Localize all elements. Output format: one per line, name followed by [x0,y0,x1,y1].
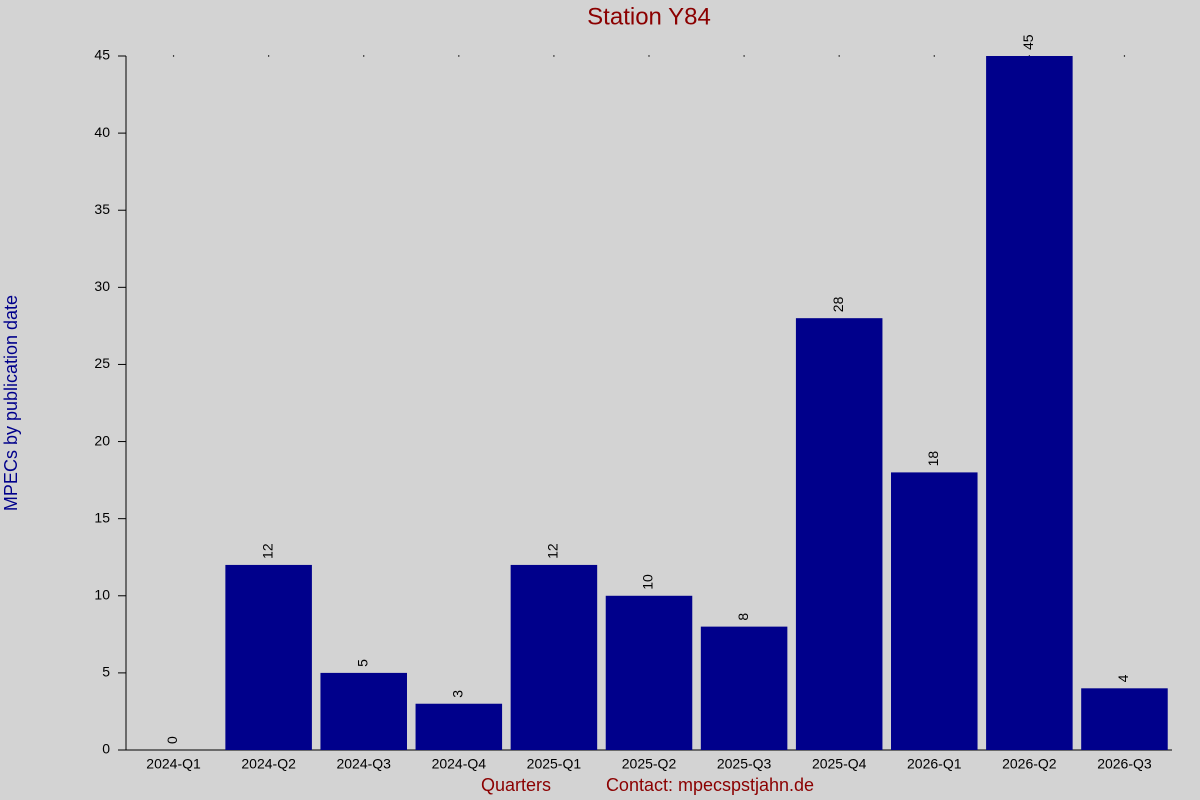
data-label: 4 [1115,674,1131,682]
data-label: 0 [164,736,180,744]
data-label: 28 [830,296,846,312]
y-tick-label: 45 [94,47,110,63]
top-tick-dot [838,55,840,57]
top-tick-dot [648,55,650,57]
x-tick-label: 2024-Q4 [432,756,487,772]
top-tick-dot [553,55,555,57]
y-tick-label: 0 [102,741,110,757]
data-label: 18 [925,451,941,467]
bar [605,595,693,750]
bar [795,318,883,750]
x-tick-label: 2025-Q2 [622,756,677,772]
top-tick-dot [172,55,175,57]
data-label: 5 [354,659,370,667]
y-tick-label: 25 [94,355,110,371]
y-tick-label: 20 [94,432,110,448]
y-axis-label: MPECs by publication date [1,295,21,511]
bar [1081,688,1168,750]
x-tick-label: 2024-Q1 [146,756,201,772]
data-label: 3 [450,690,466,698]
contact: Contact: mpecspstjahn.de [606,775,814,795]
bar [510,564,598,750]
chart-title: Station Y84 [587,3,711,30]
x-tick-label: 2024-Q2 [241,756,296,772]
x-tick-label: 2025-Q4 [812,756,867,772]
data-label: 12 [259,543,275,559]
bar [891,472,978,750]
y-tick-label: 15 [94,509,110,525]
x-tick-label: 2025-Q3 [717,756,772,772]
x-axis-label: Quarters [481,775,551,795]
bar [700,626,788,750]
data-label: 45 [1020,34,1036,50]
data-label: 10 [640,574,656,590]
y-tick-label: 5 [102,664,110,680]
top-tick-dot [933,55,935,57]
bar [415,703,503,750]
top-tick-dot [743,55,745,57]
x-tick-label: 2026-Q2 [1002,756,1057,772]
bar [225,564,312,750]
top-tick-dot [267,55,270,57]
top-tick-dot [1123,55,1126,57]
x-tick-label: 2024-Q3 [336,756,391,772]
x-tick-label: 2026-Q1 [907,756,962,772]
x-tick-label: 2025-Q1 [527,756,582,772]
y-tick-label: 35 [94,201,110,217]
y-tick-label: 30 [94,278,110,294]
bar [986,56,1073,750]
top-tick-dot [363,55,365,57]
top-tick-dot [458,55,460,57]
data-label: 8 [735,613,751,621]
y-tick-label: 40 [94,124,110,140]
y-tick-label: 10 [94,586,110,602]
bar [320,672,407,750]
data-label: 12 [545,543,561,559]
x-tick-label: 2026-Q3 [1097,756,1152,772]
